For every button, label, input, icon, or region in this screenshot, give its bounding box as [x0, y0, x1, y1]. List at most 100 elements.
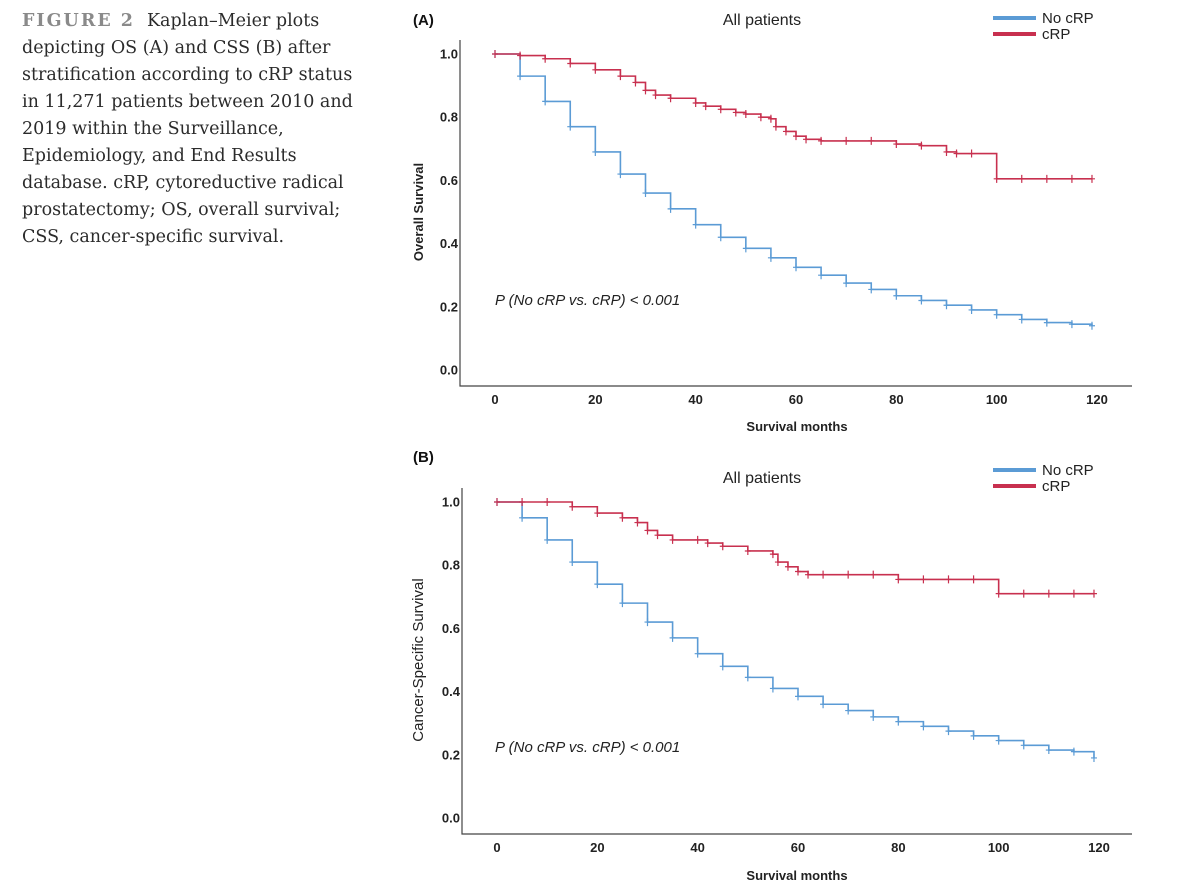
x-tick-label: 0	[493, 840, 500, 855]
censor-mark-no-crp	[795, 692, 801, 701]
y-tick-label: 0.6	[442, 621, 460, 636]
censor-mark-no-crp	[742, 244, 749, 253]
y-tick-label: 1.0	[442, 495, 460, 510]
x-tick-label: 120	[1086, 392, 1108, 407]
axis-frame	[461, 488, 1132, 835]
censor-mark-no-crp	[1018, 315, 1025, 324]
censor-mark-crp	[757, 113, 764, 122]
censor-mark-no-crp	[669, 633, 676, 642]
series-line-no-crp	[495, 53, 1093, 326]
censor-mark-crp	[870, 570, 877, 579]
censor-mark-crp	[694, 535, 701, 544]
censor-mark-no-crp	[519, 513, 526, 522]
y-tick-label: 0.0	[440, 363, 458, 378]
censor-mark-no-crp	[769, 684, 776, 693]
censor-mark-crp	[744, 546, 751, 555]
censor-mark-no-crp	[692, 220, 699, 229]
censor-mark-crp	[820, 570, 827, 579]
censor-mark-crp	[594, 509, 601, 518]
censor-mark-no-crp	[970, 731, 977, 740]
legend-label-no-crp: No cRP	[1042, 10, 1094, 27]
censor-mark-crp	[494, 498, 500, 506]
censor-mark-crp	[803, 135, 810, 144]
censor-mark-crp	[617, 72, 624, 81]
censor-mark-no-crp	[895, 717, 902, 726]
y-axis-title: Cancer-Specific Survival	[410, 578, 427, 741]
censor-mark-crp	[542, 54, 549, 63]
censor-mark-no-crp	[1070, 747, 1077, 756]
censor-mark-no-crp	[1045, 746, 1052, 755]
censor-mark-crp	[1045, 589, 1052, 598]
censor-mark-no-crp	[995, 736, 1002, 745]
censor-mark-no-crp	[642, 189, 649, 198]
y-axis-title: Overall Survival	[411, 163, 426, 261]
censor-mark-crp	[644, 526, 651, 535]
censor-mark-crp	[774, 558, 781, 567]
x-tick-label: 20	[590, 840, 604, 855]
censor-mark-crp	[654, 531, 661, 540]
p-value-annotation: P (No cRP vs. cRP) < 0.001	[495, 739, 680, 756]
y-tick-label: 0.6	[440, 173, 458, 188]
censor-mark-no-crp	[1068, 320, 1075, 329]
censor-mark-crp	[943, 147, 950, 156]
censor-mark-crp	[632, 78, 639, 87]
censor-mark-no-crp	[943, 301, 950, 310]
censor-mark-no-crp	[843, 279, 850, 288]
censor-mark-no-crp	[617, 170, 624, 179]
censor-mark-no-crp	[1020, 741, 1027, 750]
censor-mark-no-crp	[945, 727, 952, 736]
censor-mark-crp	[1018, 174, 1025, 183]
censor-mark-crp	[1020, 589, 1027, 598]
censor-mark-crp	[920, 575, 927, 584]
censor-mark-no-crp	[644, 618, 651, 627]
censor-mark-crp	[1070, 589, 1077, 598]
series-line-no-crp	[497, 501, 1095, 758]
censor-mark-no-crp	[845, 706, 852, 715]
censor-mark-crp	[492, 50, 498, 58]
x-tick-label: 80	[889, 392, 903, 407]
axis-frame	[459, 40, 1132, 387]
x-tick-label: 60	[791, 840, 805, 855]
censor-mark-crp	[893, 140, 900, 149]
censor-mark-no-crp	[592, 147, 599, 156]
panel-title: All patients	[723, 12, 801, 29]
censor-mark-no-crp	[517, 72, 524, 81]
censor-mark-crp	[769, 550, 776, 559]
x-tick-label: 40	[688, 392, 702, 407]
legend-label-no-crp: No cRP	[1042, 462, 1094, 479]
x-tick-label: 60	[789, 392, 803, 407]
censor-mark-crp	[702, 102, 709, 111]
figure-caption: FIGURE 2 Kaplan–Meier plots depicting OS …	[22, 8, 362, 251]
censor-mark-crp	[782, 127, 789, 136]
censor-mark-no-crp	[667, 204, 674, 213]
censor-mark-crp	[895, 575, 902, 584]
censor-mark-no-crp	[1043, 318, 1050, 327]
y-tick-label: 0.4	[442, 684, 461, 699]
censor-mark-crp	[519, 498, 526, 506]
censor-mark-no-crp	[594, 580, 601, 589]
censor-mark-crp	[517, 51, 524, 60]
censor-mark-crp	[868, 136, 875, 145]
censor-mark-crp	[843, 136, 850, 145]
legend-label-crp: cRP	[1042, 478, 1070, 495]
y-tick-label: 1.0	[440, 47, 458, 62]
censor-mark-crp	[1088, 174, 1095, 183]
censor-mark-crp	[995, 589, 1002, 598]
x-axis-title: Survival months	[746, 868, 847, 883]
panel-title: All patients	[723, 470, 801, 487]
censor-mark-crp	[692, 98, 699, 107]
censor-mark-no-crp	[868, 285, 875, 294]
figure-label: FIGURE 2	[22, 11, 135, 31]
censor-mark-crp	[592, 65, 599, 74]
chart-panel-a: (A) All patients 0.0 0.2 0.4 0.6 0.8 1.0 0 20 40 60…	[411, 10, 1132, 434]
panel-label: (B)	[413, 449, 434, 466]
censor-mark-crp	[968, 149, 975, 158]
censor-mark-crp	[667, 94, 674, 103]
censor-mark-crp	[619, 513, 626, 522]
censor-mark-no-crp	[719, 662, 726, 671]
censor-mark-no-crp	[893, 291, 900, 300]
censor-mark-crp	[669, 535, 676, 544]
censor-mark-no-crp	[717, 233, 724, 242]
censor-mark-crp	[767, 114, 774, 123]
censor-mark-crp	[1090, 589, 1097, 598]
